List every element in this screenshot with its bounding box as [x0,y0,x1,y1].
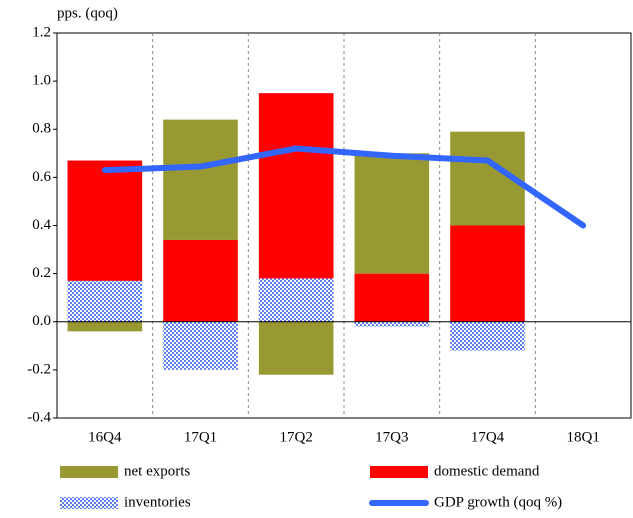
legend-label: GDP growth (qoq %) [434,494,562,510]
bar [450,321,525,351]
x-tick-label: 16Q4 [88,429,122,445]
y-tick-label: -0.4 [27,409,51,425]
y-tick-label: 0.8 [32,121,51,137]
bar [163,119,238,240]
bar [354,273,430,322]
y-axis-label: pps. (qoq) [57,5,118,21]
bar [450,225,525,322]
bar [163,239,238,322]
legend-label: inventories [124,494,191,510]
legend-swatch [60,497,118,509]
x-tick-label: 18Q1 [566,429,599,445]
y-tick-label: 0.2 [32,265,51,281]
x-tick-label: 17Q4 [471,429,505,445]
line [101,145,587,229]
legend-swatch [60,466,118,478]
bar [258,321,334,375]
bar [354,153,430,274]
x-tick-label: 17Q3 [375,429,408,445]
x-tick-label: 17Q2 [279,429,312,445]
bar [258,93,334,279]
bar [354,321,430,327]
bar [67,160,143,281]
bar [163,321,238,370]
bar [67,280,143,322]
bar [67,321,143,332]
legend-swatch [370,466,428,478]
y-tick-label: 0.4 [32,217,51,233]
y-tick-label: 1.0 [32,73,51,89]
bar [258,278,334,322]
x-tick-label: 17Q1 [184,429,217,445]
legend-label: net exports [124,463,190,479]
y-tick-label: 0.6 [32,169,51,185]
y-tick-label: 0.0 [32,313,51,329]
y-tick-label: -0.2 [27,361,51,377]
legend-label: domestic demand [434,463,540,479]
y-tick-label: 1.2 [32,24,51,40]
